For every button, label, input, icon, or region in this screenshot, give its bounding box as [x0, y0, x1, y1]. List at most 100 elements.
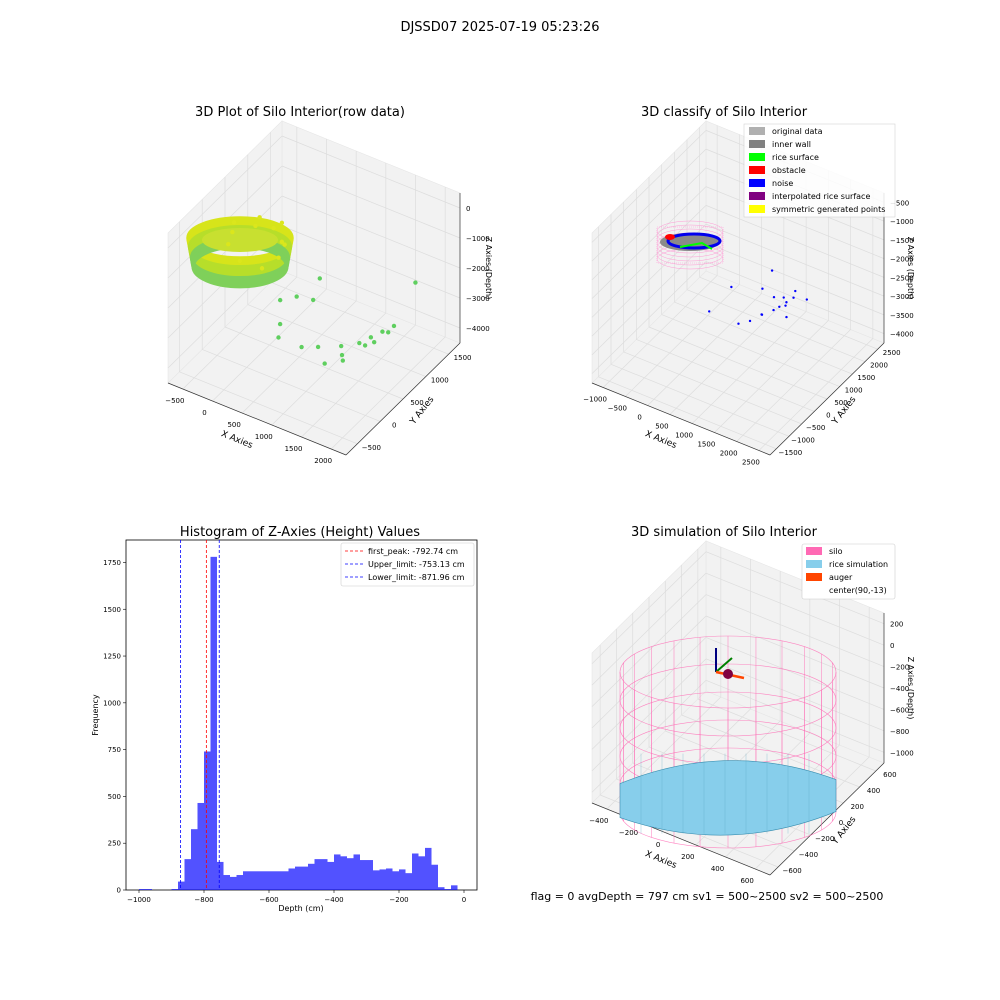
grid-line — [591, 261, 707, 374]
y-tick-label: 1000 — [431, 377, 449, 385]
histogram-bar — [386, 868, 393, 890]
noise-point — [772, 295, 776, 299]
noise-point — [730, 285, 733, 289]
histogram-bar — [373, 870, 380, 890]
histogram-bar — [431, 864, 438, 890]
auger-y-arrow — [715, 657, 733, 673]
grid-line — [705, 594, 885, 667]
histogram-bar — [262, 871, 269, 890]
grid-line — [705, 658, 885, 732]
noise-point — [770, 269, 774, 272]
histogram-bar — [256, 871, 263, 890]
histogram-bar — [366, 860, 373, 890]
y-tick-label: 2000 — [870, 362, 888, 370]
x-tick-label: −800 — [194, 896, 213, 904]
y-tick-label: 1000 — [845, 387, 863, 395]
grid-line — [705, 205, 885, 278]
y-tick-label: 0 — [392, 421, 396, 429]
data-point — [317, 276, 322, 281]
y-tick-label: 1500 — [454, 354, 472, 362]
y-tick-label: 600 — [883, 771, 896, 779]
histogram-bar — [275, 871, 282, 890]
grid-line — [167, 135, 283, 249]
grid-line — [648, 326, 828, 400]
y-tick-label: 1250 — [103, 653, 121, 661]
x-tick-label: −1000 — [127, 896, 151, 904]
x-tick-label: 1500 — [697, 441, 715, 449]
x-tick-label: −400 — [589, 817, 608, 825]
data-point — [299, 344, 304, 350]
grid-line — [591, 572, 707, 686]
histogram-bar — [321, 859, 328, 890]
y-tick-label: 1500 — [103, 606, 121, 614]
y-tick-label: 0 — [826, 411, 830, 419]
x-tick-label: 500 — [655, 423, 668, 431]
y-axis-line — [769, 762, 885, 876]
panel2-axes-box — [591, 120, 885, 456]
z-tick-label: 0 — [890, 642, 894, 650]
silo-ring-core — [202, 228, 278, 252]
legend-label: silo — [829, 547, 843, 556]
data-point — [339, 352, 345, 358]
x-tick-label: 500 — [227, 421, 240, 429]
grid-line — [281, 195, 461, 269]
silo-wall-outline — [656, 226, 724, 264]
noise-point — [805, 298, 809, 301]
auger-center — [723, 669, 733, 679]
grid-line — [591, 658, 707, 772]
x-tick-label: 1000 — [255, 433, 273, 441]
x-tick-label: −500 — [165, 397, 184, 405]
x-tick-label: 2000 — [314, 457, 332, 465]
legend-swatch — [806, 560, 822, 568]
legend-swatch — [749, 127, 765, 135]
legend-label: interpolated rice surface — [772, 192, 870, 201]
grid-line — [270, 281, 449, 355]
histogram-bar — [191, 829, 198, 890]
data-point — [271, 225, 276, 231]
x-axis-line — [167, 382, 347, 456]
grid-line — [224, 326, 404, 400]
z-tick-label: −600 — [890, 706, 909, 714]
grid-line — [705, 186, 885, 259]
panel4-surfaces — [619, 635, 837, 849]
grid-line — [598, 376, 777, 450]
data-point — [340, 358, 346, 363]
legend-swatch — [806, 547, 822, 555]
data-point — [237, 258, 242, 264]
legend-label: Upper_limit: -753.13 cm — [368, 560, 465, 569]
histogram-bar — [145, 889, 152, 890]
grid-line — [705, 615, 885, 689]
grid-line — [591, 148, 707, 262]
legend-label: center(90,-13) — [829, 586, 887, 595]
noise-point — [784, 304, 787, 307]
grid-line — [705, 637, 885, 710]
grid-line — [636, 339, 815, 412]
y-tick-label: 2500 — [883, 349, 901, 357]
figure-suptitle: DJSSD07 2025-07-19 05:23:26 — [400, 20, 599, 35]
histogram-bar — [288, 868, 295, 890]
panel2-points — [656, 220, 809, 325]
z-tick-label: −200 — [890, 664, 909, 672]
legend-frame — [743, 123, 896, 218]
histogram-bar — [412, 853, 419, 890]
panel1-points — [186, 215, 418, 366]
data-point — [322, 361, 327, 366]
noise-point — [792, 296, 795, 299]
panel3-ticks: −1000 −800 −600 −400 −200 0 0 250 500 750 1000 1250… — [103, 559, 466, 904]
x-tick-label: 1000 — [675, 432, 693, 440]
y-tick-label: 200 — [851, 803, 864, 811]
grid-line — [281, 135, 461, 209]
x-tick-label: 0 — [202, 409, 206, 417]
histogram-bar — [444, 889, 451, 890]
grid-line — [281, 225, 461, 299]
legend-label: original data — [772, 127, 823, 136]
noise-point — [785, 315, 788, 319]
x-tick-label: 0 — [656, 841, 660, 849]
grid-line — [591, 167, 707, 281]
histogram-bar — [360, 860, 367, 890]
noise-ring — [666, 232, 722, 250]
grid-line — [247, 304, 426, 377]
obstacle-mark — [665, 234, 675, 240]
z-tick-label: −4000 — [466, 325, 490, 333]
